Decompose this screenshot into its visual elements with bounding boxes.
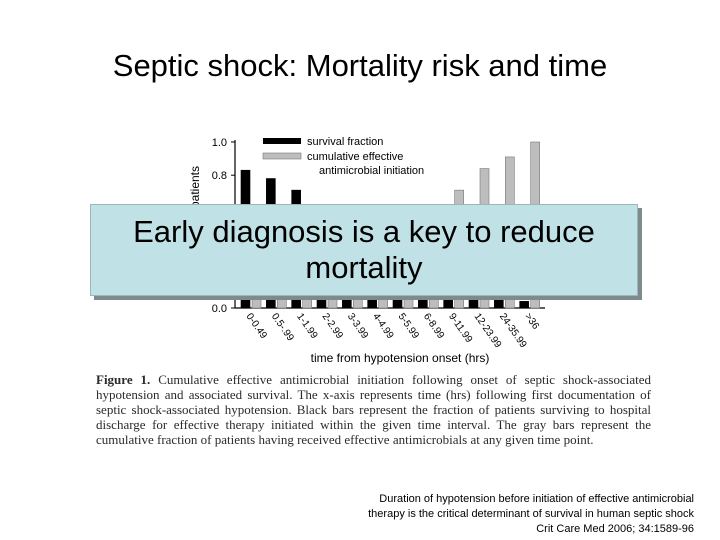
x-tick-label: 2-2.99: [320, 311, 346, 341]
x-tick-label: 3-3.99: [345, 311, 371, 341]
figure-label: Figure 1.: [96, 372, 151, 387]
legend-label-survival: survival fraction: [307, 136, 383, 148]
citation-line-3: Crit Care Med 2006; 34:1589-96: [536, 523, 694, 535]
legend-swatch-survival: [263, 138, 301, 144]
y-axis-label: patients: [188, 166, 202, 208]
x-tick-label: 0-0.49: [244, 311, 270, 341]
citation-line-1: Duration of hypotension before initiatio…: [379, 493, 694, 505]
x-tick-label: 6-8.99: [421, 311, 447, 341]
x-tick-label: 1-1.99: [294, 311, 320, 341]
y-tick-label: 1.0: [212, 137, 227, 149]
x-tick-label: >36: [522, 311, 541, 332]
x-tick-label: 9-11.99: [446, 311, 474, 345]
legend-swatch-cumulative: [262, 152, 302, 160]
citation: Duration of hypotension before initiatio…: [368, 492, 694, 537]
figure-caption: Figure 1. Cumulative effective antimicro…: [96, 372, 651, 447]
y-tick-label: 0.8: [212, 170, 227, 182]
overlay-text: Early diagnosis is a key to reduce morta…: [133, 214, 595, 285]
figure-caption-text: Cumulative effective antimicrobial initi…: [96, 372, 651, 447]
x-tick-label: 5-5.99: [396, 311, 422, 341]
legend-label-cumulative-cont: antimicrobial initiation: [319, 165, 424, 177]
legend-label-cumulative: cumulative effective: [307, 151, 403, 163]
x-tick-label: 4-4.99: [370, 311, 396, 341]
x-axis-label: time from hypotension onset (hrs): [311, 351, 490, 365]
y-tick-label: 0.0: [212, 303, 227, 315]
overlay-callout: Early diagnosis is a key to reduce morta…: [90, 204, 638, 296]
citation-line-2: therapy is the critical determinant of s…: [368, 508, 694, 520]
x-tick-label: 0.5-.99: [269, 311, 296, 343]
bar-survival-fraction: [494, 299, 504, 309]
bar-survival-fraction: [519, 301, 529, 309]
slide-title: Septic shock: Mortality risk and time: [112, 48, 608, 83]
